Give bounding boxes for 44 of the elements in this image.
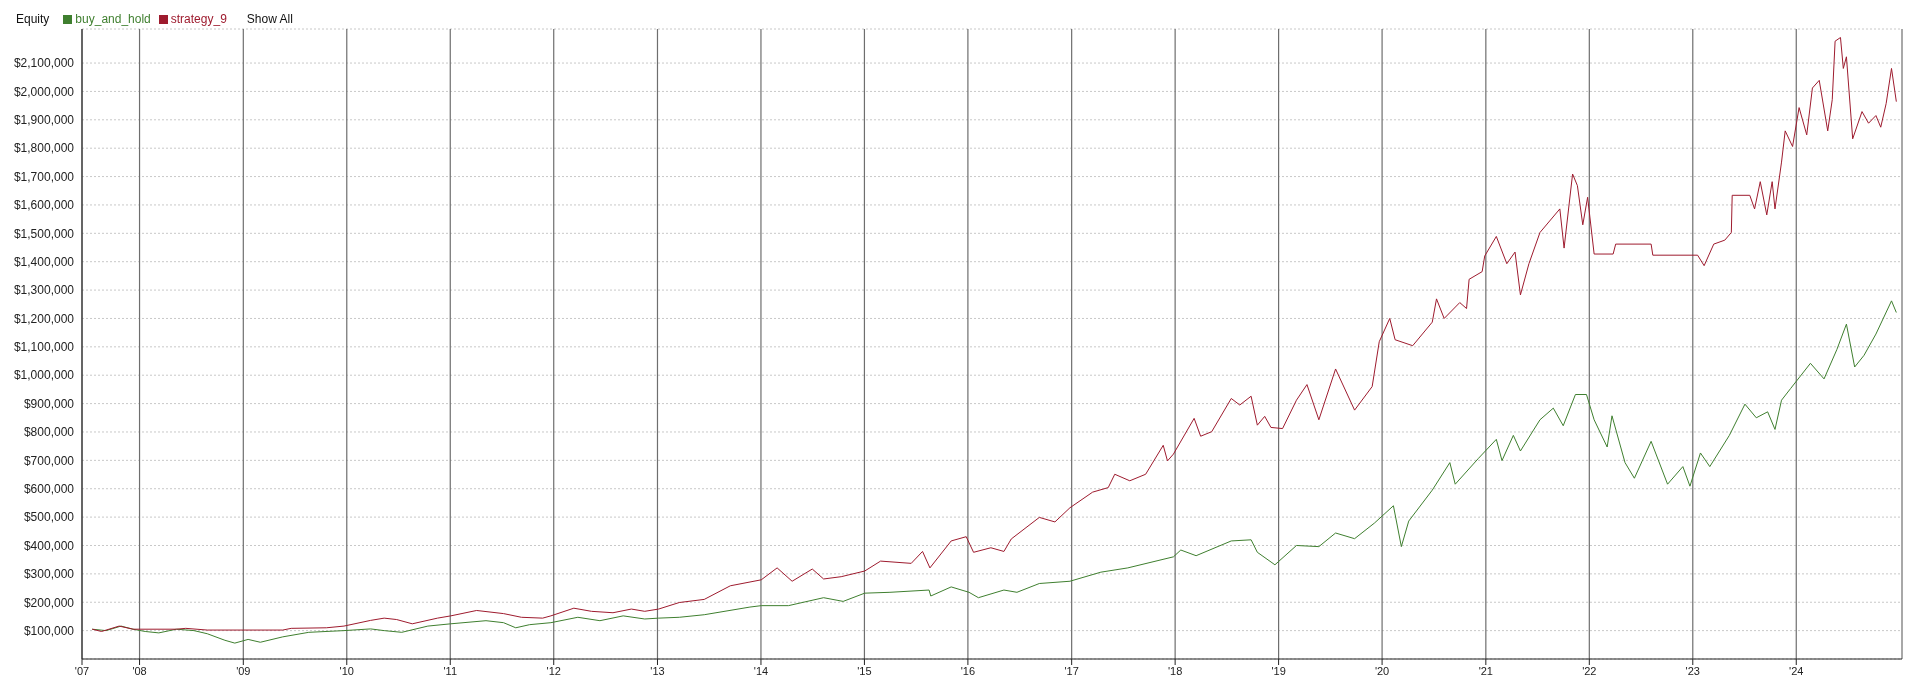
- x-tick-label: '24: [1789, 664, 1804, 677]
- x-tick-label: '12: [546, 664, 561, 677]
- y-tick-label: $500,000: [23, 510, 75, 525]
- y-tick-label: $900,000: [23, 396, 75, 411]
- y-tick-label: $2,000,000: [13, 84, 75, 99]
- x-tick-label: '18: [1167, 664, 1183, 677]
- y-tick-label: $600,000: [23, 481, 75, 496]
- y-tick-label: $1,300,000: [13, 283, 75, 298]
- x-tick-label: '21: [1478, 664, 1494, 677]
- x-tick-label: '19: [1271, 664, 1286, 677]
- y-tick-label: $1,200,000: [13, 311, 75, 326]
- chart-title: Equity: [16, 12, 50, 26]
- x-tick-label: '15: [857, 664, 872, 677]
- y-tick-label: $100,000: [23, 623, 75, 638]
- y-tick-label: $800,000: [23, 425, 75, 440]
- y-tick-label: $700,000: [23, 453, 75, 468]
- x-tick-label: '11: [443, 664, 458, 677]
- y-tick-label: $1,500,000: [13, 226, 75, 241]
- x-tick-label: '23: [1685, 664, 1700, 677]
- legend-label: strategy_9: [169, 12, 227, 26]
- y-tick-label: $1,800,000: [13, 141, 75, 156]
- x-tick-label: '13: [650, 664, 665, 677]
- x-tick-label: '08: [132, 664, 147, 677]
- y-tick-label: $1,400,000: [13, 254, 75, 269]
- x-tick-label: '17: [1064, 664, 1079, 677]
- y-tick-label: $300,000: [23, 567, 75, 582]
- x-tick-label: '09: [236, 664, 251, 677]
- x-tick-label: '16: [960, 664, 976, 677]
- text: Show All: [246, 12, 293, 26]
- y-tick-label: $1,700,000: [13, 169, 75, 184]
- line-series: [91, 37, 1897, 632]
- y-tick-label: $2,100,000: [13, 56, 75, 71]
- y-tick-label: $1,100,000: [13, 340, 75, 355]
- x-tick-label: '22: [1582, 664, 1597, 677]
- legend-label: buy_and_hold: [74, 12, 151, 26]
- x-tick-label: '07: [74, 664, 90, 677]
- x-tick-label: '20: [1374, 664, 1390, 677]
- y-tick-label: $1,600,000: [13, 198, 75, 213]
- x-tick-label: '14: [753, 664, 769, 677]
- x-tick-label: '10: [339, 664, 354, 677]
- y-tick-label: $400,000: [23, 538, 75, 553]
- y-tick-label: $1,900,000: [13, 113, 75, 128]
- y-tick-label: $1,000,000: [13, 368, 75, 383]
- y-tick-label: $200,000: [23, 595, 75, 610]
